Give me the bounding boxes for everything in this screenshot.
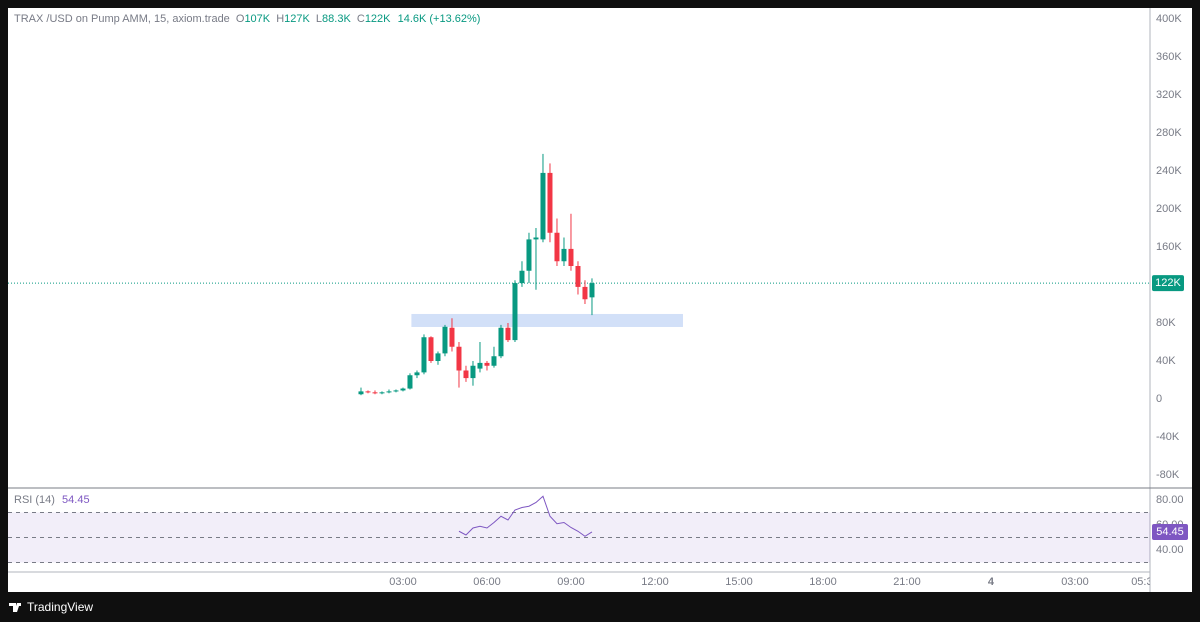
candle-body [463,370,469,379]
y-tick-label: 40.00 [1156,544,1184,556]
candle-body [365,391,371,393]
x-tick-label: 06:00 [473,576,501,588]
plot: 03:00 06:00 09:00 12:00 15:00 18:00 21:00 4 03:0… [8,13,1188,588]
logo: TradingView [9,600,93,614]
candle-body [386,391,392,393]
candle-body [414,372,420,376]
candle-body [575,266,581,287]
y-tick-label: -80K [1156,469,1180,481]
candle-body [393,390,399,392]
candle-body [407,375,413,389]
logo-icon [9,603,21,612]
x-tick-label: 09:00 [557,576,585,588]
x-tick-label: 05:30 [1131,576,1159,588]
candle-body [554,232,560,262]
candle-body [456,346,462,371]
candle-body [372,392,378,394]
price-tag-label: 122K [1155,277,1181,289]
candle-body [470,365,476,379]
candle-body [519,270,525,284]
candle-body [484,362,490,366]
candle-body [589,283,595,298]
candle-body [561,248,567,262]
y-tick-label: 40K [1156,355,1176,367]
candle-body [505,327,511,341]
change: 14.6K (+13.62%) [398,13,481,25]
y-tick-label: 200K [1156,203,1182,215]
candle-body [358,391,364,395]
candle-body [568,248,574,267]
ohlc-key: O [236,13,245,25]
rsi-legend: RSI (14) 54.45 [14,494,90,506]
ohlc-key: L [316,13,322,25]
ohlc-value: 127K [284,13,310,25]
candle-body [421,337,427,373]
x-tick-label: 03:00 [1061,576,1089,588]
x-tick-label: 15:00 [725,576,753,588]
time-axis: 03:00 06:00 09:00 12:00 15:00 18:00 21:00 4 03:0… [389,576,1159,588]
ohlc-value: 122K [365,13,391,25]
candle-body [442,326,448,354]
legend: TRAX /USD on Pump AMM, 15, axiom.trade O… [14,13,480,25]
candle-body [491,356,497,366]
candle-body [526,239,532,271]
y-tick-label: 400K [1156,13,1182,25]
candle-body [512,283,518,341]
rsi-tag [1152,523,1188,540]
x-tick-label: 03:00 [389,576,417,588]
y-tick-label: 80K [1156,317,1176,329]
rsi-title: RSI (14) [14,494,55,506]
rsi-value: 54.45 [62,494,90,506]
brand: TradingView [27,600,93,614]
candle-body [540,172,546,240]
chart-area [8,8,1192,592]
y-tick-label: 240K [1156,165,1182,177]
price-tag [1152,275,1184,292]
x-tick-label: 12:00 [641,576,669,588]
rsi-tag-label: 54.45 [1156,526,1184,538]
y-tick-label: -40K [1156,431,1180,443]
x-tick-label: 18:00 [809,576,837,588]
ohlc-value: 107K [244,13,270,25]
ohlc-key: C [357,13,365,25]
candle-body [547,172,553,233]
candle-body [435,353,441,361]
y-tick-label: 280K [1156,127,1182,139]
ohlc-key: H [276,13,284,25]
candle-body [428,337,434,361]
y-tick-label: 360K [1156,51,1182,63]
candle-body [477,362,483,369]
symbol-title: TRAX /USD on Pump AMM, 15, axiom.trade [14,13,230,25]
candle-body [449,327,455,347]
x-tick-label: 4 [988,576,995,588]
rsi-line [458,495,593,537]
y-tick-label: 320K [1156,89,1182,101]
y-tick-label: 160K [1156,241,1182,253]
candle-body [400,388,406,391]
x-tick-label: 21:00 [893,576,921,588]
y-tick-label: 0 [1156,393,1162,405]
candle-body [582,286,588,300]
candle-body [533,237,539,240]
candle-body [498,327,504,357]
y-tick-label: 80.00 [1156,494,1184,506]
ohlc-value: 88.3K [322,13,351,25]
candle-body [379,392,385,394]
zone [411,313,683,327]
